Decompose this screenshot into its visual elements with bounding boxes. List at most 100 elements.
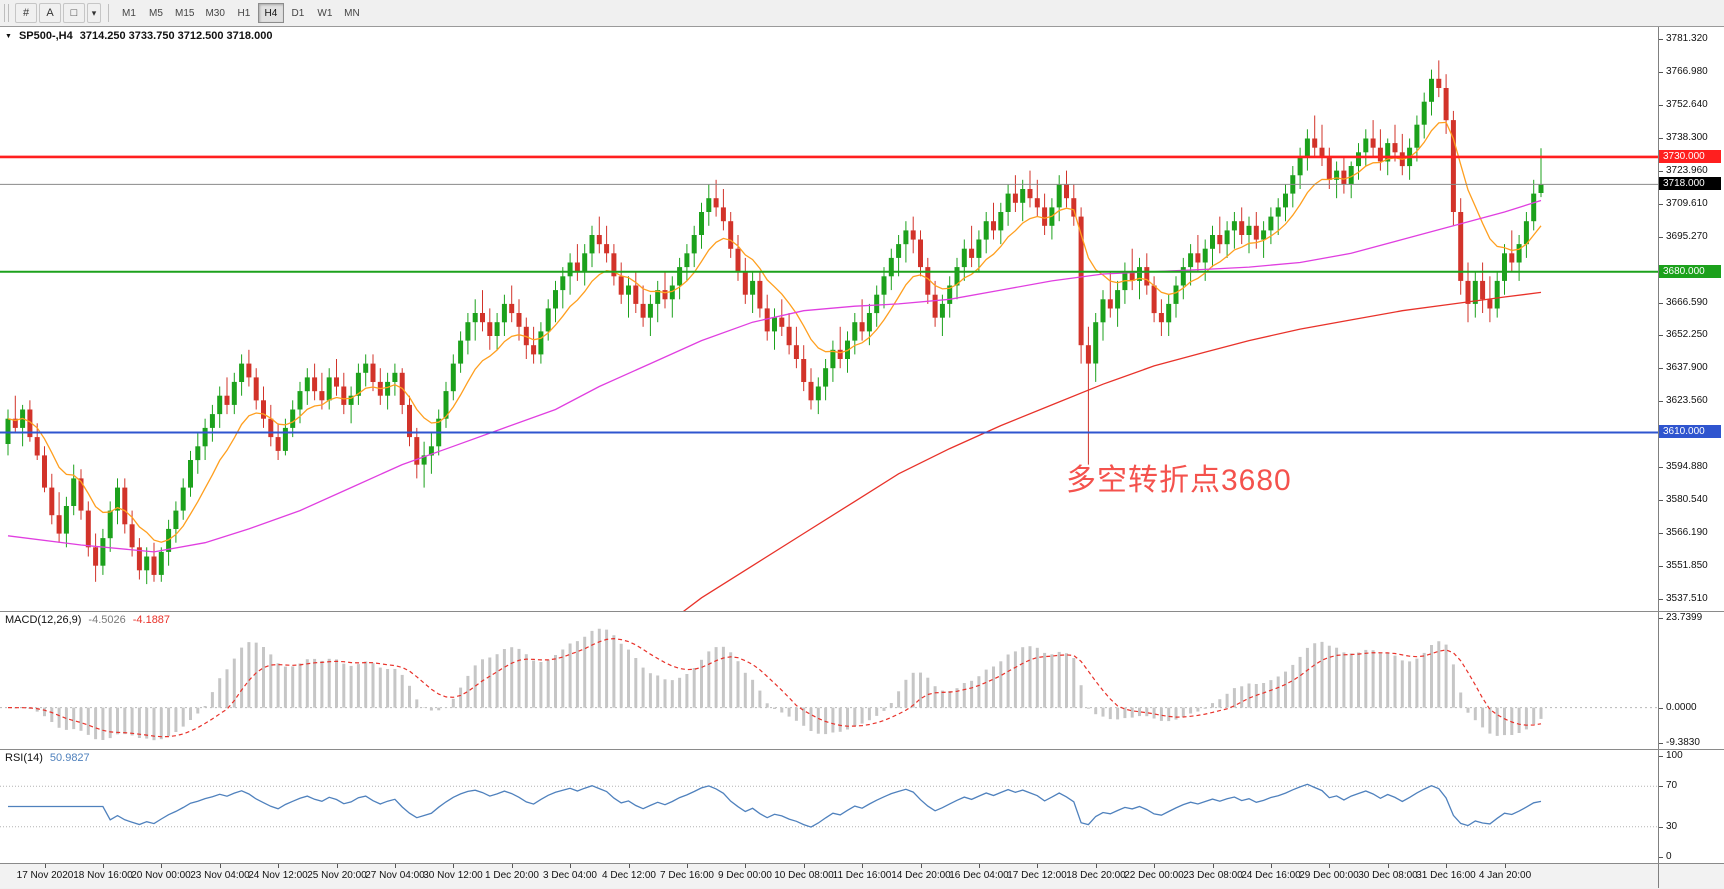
candlestick-chart[interactable] [0,27,1658,611]
time-tick-mark [1096,864,1097,868]
price-tick-mark [1659,599,1663,600]
symbol-expand-icon[interactable]: ▼ [5,32,12,40]
grid-tool-button[interactable]: # [15,3,37,23]
time-tick-mark [1037,864,1038,868]
toolbar-grip[interactable] [4,4,9,22]
price-tick-mark [1659,171,1663,172]
time-label: 4 Dec 12:00 [602,870,656,881]
time-label: 23 Nov 04:00 [190,870,250,881]
time-tick-mark [687,864,688,868]
macd-tick-mark [1659,743,1663,744]
time-label: 9 Dec 00:00 [718,870,772,881]
price-tick-mark [1659,566,1663,567]
shapes-dropdown-icon[interactable]: ▾ [87,3,101,23]
timeframe-group: M1 M5 M15 M30 H1 H4 D1 W1 MN [116,3,365,23]
price-tick-label: 3752.640 [1666,99,1708,110]
time-label: 27 Nov 04:00 [365,870,425,881]
price-tick-mark [1659,39,1663,40]
timeframe-button-mn[interactable]: MN [339,3,365,23]
rsi-tick-mark [1659,857,1663,858]
level-price-tag[interactable]: 3730.000 [1659,150,1721,163]
time-tick-mark [45,864,46,868]
timeframe-button-m30[interactable]: M30 [200,3,229,23]
macd-value-signal: -4.1887 [132,614,171,626]
level-price-tag[interactable]: 3610.000 [1659,425,1721,438]
price-tick-label: 3781.320 [1666,33,1708,44]
price-tick-mark [1659,467,1663,468]
ma-fast-line [7,121,1542,543]
time-tick-mark [453,864,454,868]
ma-slow-line [682,291,1542,611]
rsi-value: 50.9827 [49,752,90,764]
macd-canvas[interactable]: MACD(12,26,9) -4.5026 -4.1887 [0,612,1658,749]
price-tick-label: 3766.980 [1666,66,1708,77]
annotation-text[interactable]: 多空转折点3680 [1066,464,1292,497]
current-price-tag[interactable]: 3718.000 [1659,177,1721,190]
time-label: 30 Nov 12:00 [423,870,483,881]
macd-tick-mark [1659,708,1663,709]
time-tick-mark [1446,864,1447,868]
timeframe-button-m5[interactable]: M5 [143,3,169,23]
macd-histogram [13,628,1543,741]
rsi-tick-label: 100 [1666,750,1683,761]
price-tick-mark [1659,105,1663,106]
time-tick-mark [1213,864,1214,868]
chart-title: ▼ SP500-,H4 3714.250 3733.750 3712.500 3… [5,30,272,42]
time-tick-mark [921,864,922,868]
time-label: 14 Dec 20:00 [891,870,951,881]
time-label: 17 Nov 2020 [16,870,74,881]
macd-label-row: MACD(12,26,9) -4.5026 -4.1887 [5,614,170,626]
main-chart-panel: ▼ SP500-,H4 3714.250 3733.750 3712.500 3… [0,27,1724,612]
timeframe-button-h4[interactable]: H4 [257,3,284,23]
price-tick-mark [1659,335,1663,336]
timeframe-button-m1[interactable]: M1 [116,3,142,23]
time-axis[interactable]: 17 Nov 2020 18 Nov 16:00 20 Nov 00:00 23 No… [0,864,1724,888]
macd-scale[interactable]: 23.7399 0.0000 -9.3830 [1658,612,1724,749]
rsi-tick-mark [1659,786,1663,787]
rsi-panel: RSI(14) 50.9827 100 70 30 0 [0,750,1724,864]
rsi-label: RSI(14) [5,752,43,764]
time-label: 18 Dec 20:00 [1066,870,1126,881]
time-label: 17 Dec 12:00 [1007,870,1067,881]
rsi-scale[interactable]: 100 70 30 0 [1658,750,1724,863]
timeframe-button-w1[interactable]: W1 [312,3,338,23]
timeframe-button-m15[interactable]: M15 [170,3,199,23]
time-label: 1 Dec 20:00 [485,870,539,881]
price-tick-label: 3594.880 [1666,461,1708,472]
price-tick-label: 3623.560 [1666,395,1708,406]
price-tick-label: 3666.590 [1666,297,1708,308]
time-axis-labels: 17 Nov 2020 18 Nov 16:00 20 Nov 00:00 23 No… [0,864,1658,888]
price-tick-mark [1659,72,1663,73]
time-tick-mark [1505,864,1506,868]
macd-tick-mark [1659,618,1663,619]
time-tick-mark [1154,864,1155,868]
main-chart-canvas[interactable]: ▼ SP500-,H4 3714.250 3733.750 3712.500 3… [0,27,1658,611]
rsi-tick-mark [1659,756,1663,757]
macd-chart[interactable] [0,612,1658,749]
toolbar: # A □ ▾ M1 M5 M15 M30 H1 H4 D1 W1 MN [0,0,1724,27]
time-tick-mark [103,864,104,868]
price-tick-mark [1659,204,1663,205]
ma-medium-line [7,199,1542,553]
time-label: 11 Dec 16:00 [832,870,892,881]
rsi-canvas[interactable]: RSI(14) 50.9827 [0,750,1658,863]
text-tool-button[interactable]: A [39,3,61,23]
price-tick-label: 3537.510 [1666,593,1708,604]
price-tick-label: 3580.540 [1666,494,1708,505]
shapes-tool-button[interactable]: □ [63,3,85,23]
price-tick-label: 3738.300 [1666,132,1708,143]
timeframe-button-d1[interactable]: D1 [285,3,311,23]
rsi-line [8,783,1542,828]
time-label: 25 Nov 20:00 [307,870,367,881]
rsi-tick-label: 30 [1666,821,1678,832]
time-tick-mark [395,864,396,868]
timeframe-button-h1[interactable]: H1 [231,3,257,23]
rsi-chart[interactable] [0,750,1658,863]
time-tick-mark [570,864,571,868]
time-label: 22 Dec 00:00 [1124,870,1184,881]
time-label: 10 Dec 08:00 [774,870,834,881]
main-price-scale[interactable]: 3781.320 3766.980 3752.640 3738.300 3723.960… [1658,27,1724,611]
macd-panel: MACD(12,26,9) -4.5026 -4.1887 23.7399 0.0… [0,612,1724,750]
macd-tick-label: 23.7399 [1666,612,1703,623]
level-price-tag[interactable]: 3680.000 [1659,265,1721,278]
